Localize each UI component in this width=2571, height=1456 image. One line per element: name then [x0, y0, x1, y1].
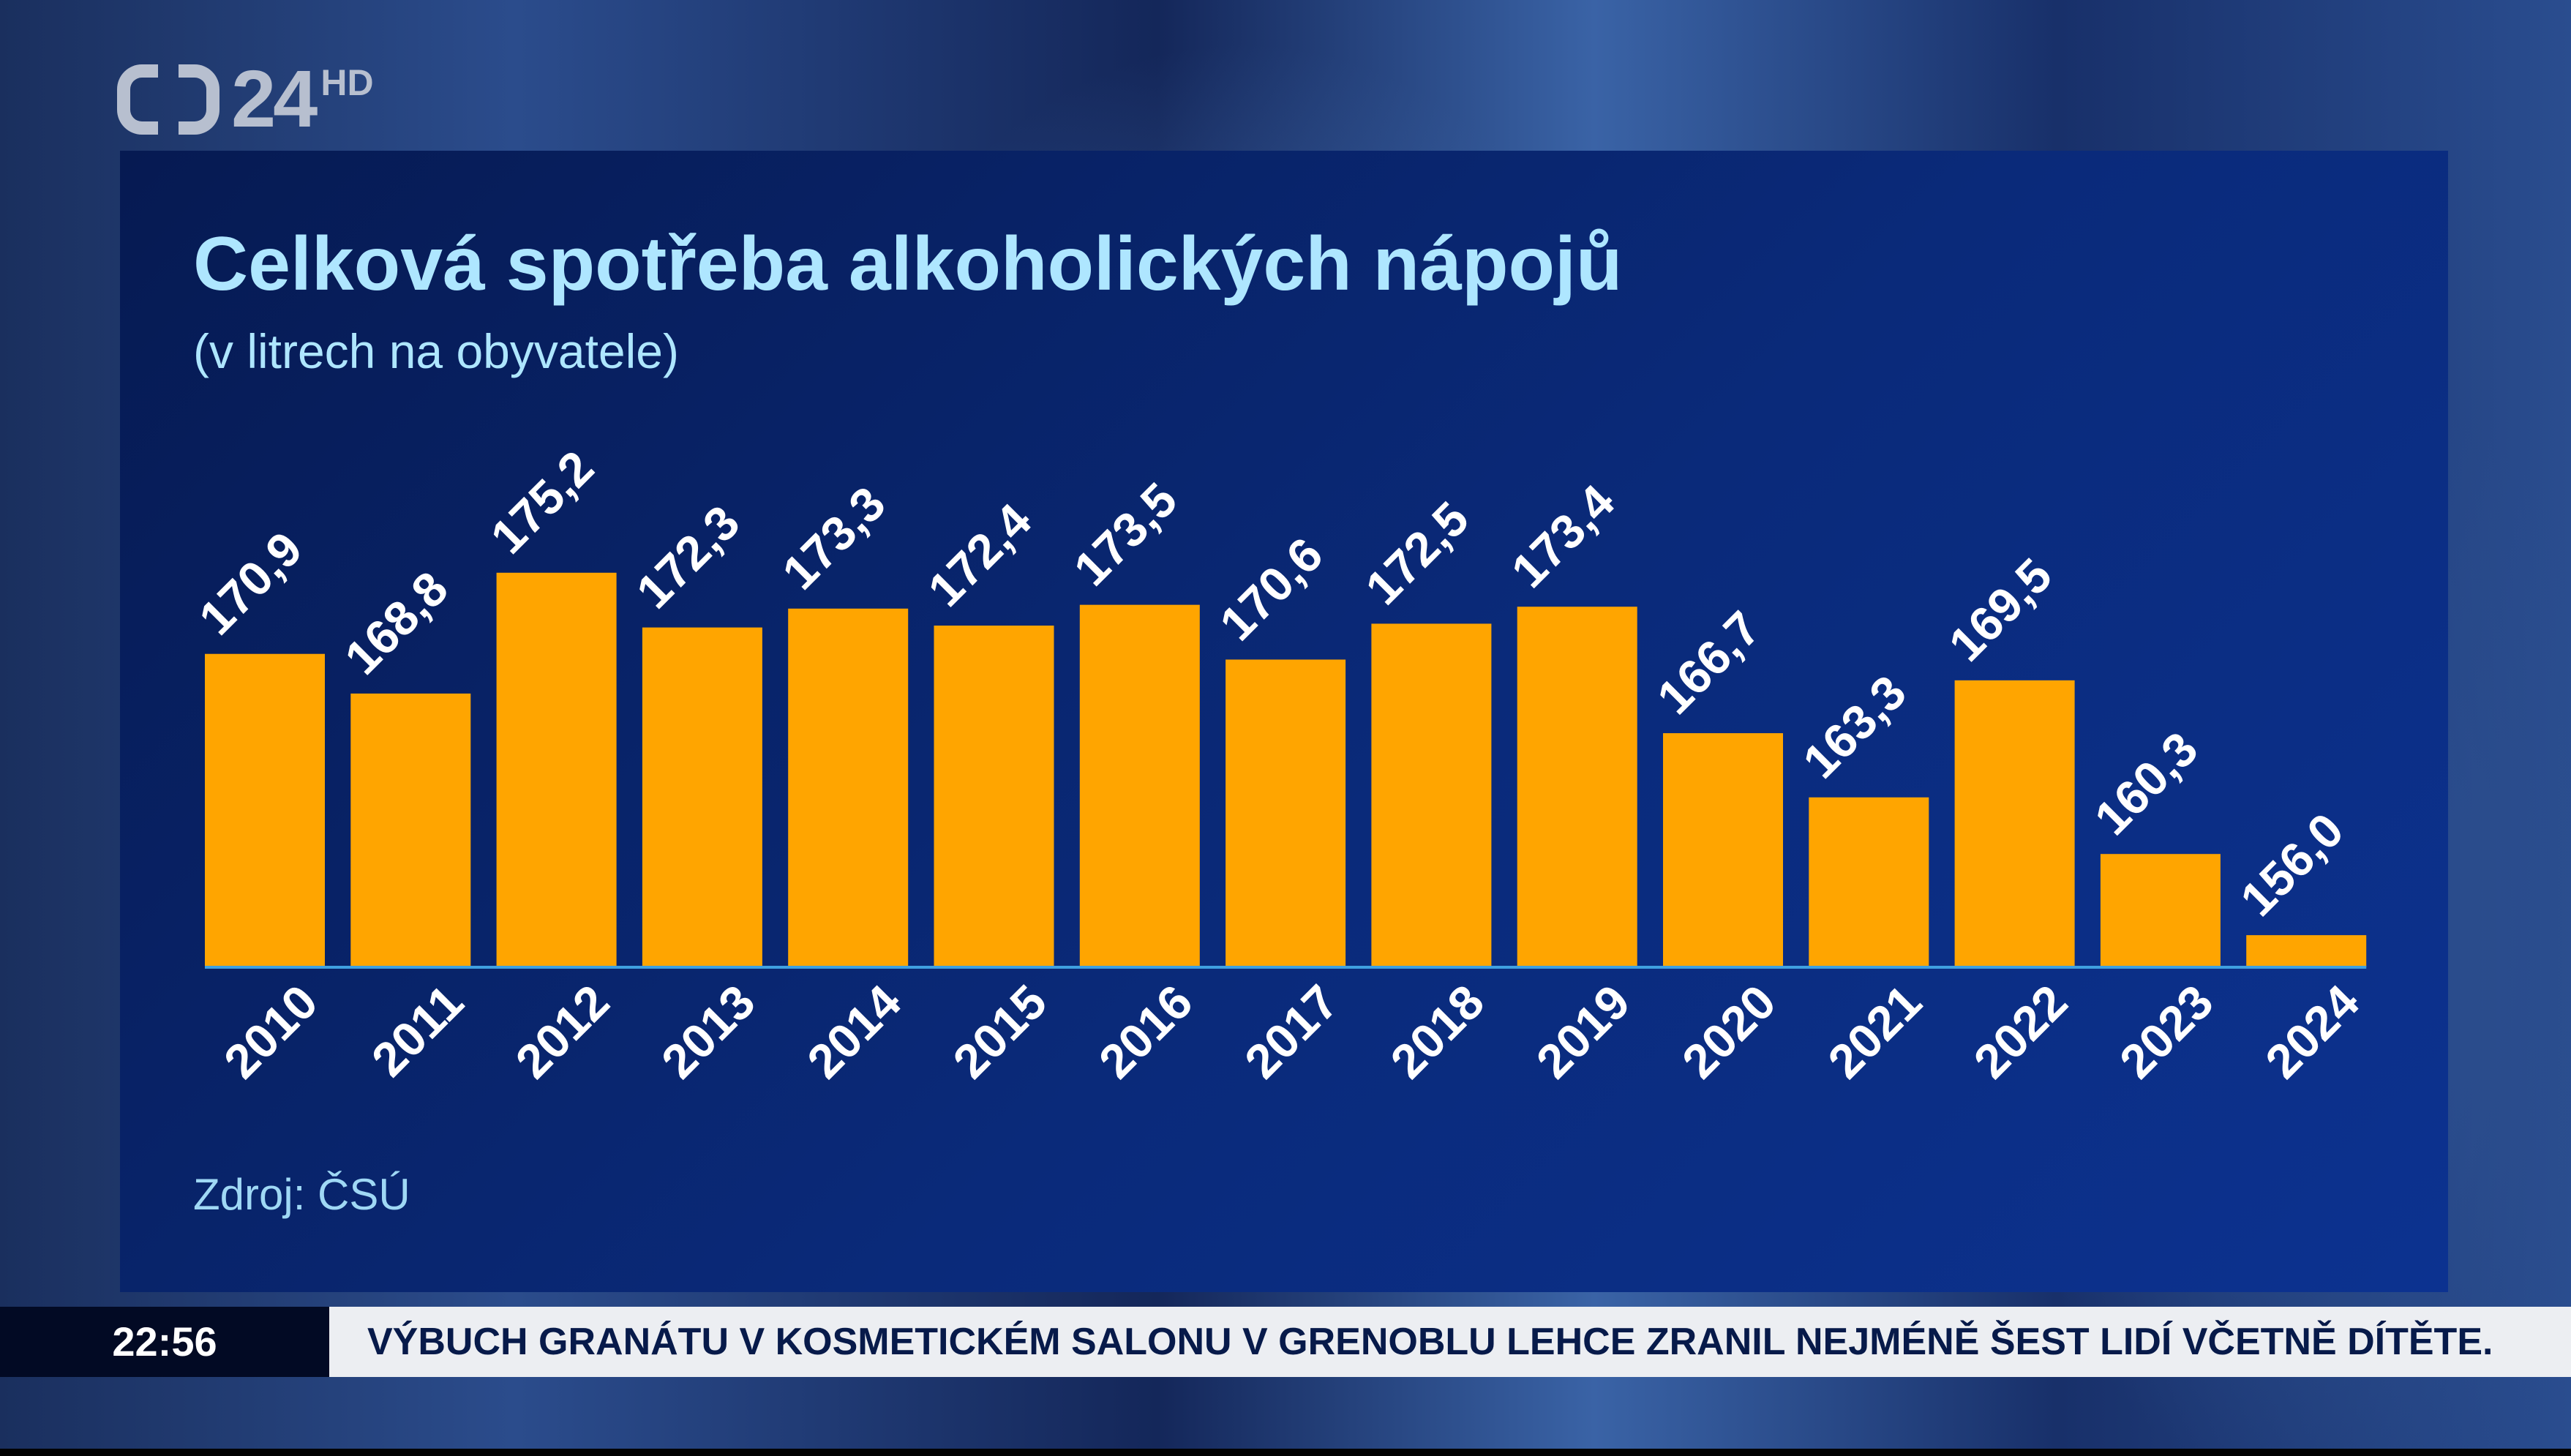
value-label: 173,4 [1501, 474, 1624, 598]
bar [1809, 797, 1929, 967]
bar [496, 572, 617, 967]
bar [2246, 935, 2367, 967]
bar-chart: 170,9 2010 168,8 2011 175,2 2012 172,3 2013 173,… [189, 440, 2370, 1089]
bar [350, 693, 471, 967]
bar [642, 627, 762, 967]
x-tick-label: 2015 [942, 975, 1056, 1089]
bar [1663, 733, 1783, 967]
value-label: 173,3 [772, 476, 896, 600]
value-label: 166,7 [1647, 601, 1771, 724]
channel-logo: 24 HD [117, 54, 374, 144]
value-label: 172,3 [626, 495, 749, 618]
value-label: 160,3 [2084, 721, 2207, 845]
x-tick-label: 2024 [2255, 974, 2369, 1088]
value-label: 172,4 [917, 493, 1041, 617]
bar [1954, 680, 2075, 967]
bar [1371, 623, 1492, 967]
value-label: 175,2 [480, 440, 604, 564]
value-label: 170,6 [1209, 527, 1333, 650]
x-tick-label: 2010 [214, 975, 328, 1089]
chart-subtitle: (v litrech na obyvatele) [193, 324, 679, 378]
logo-hd: HD [320, 62, 374, 103]
value-label: 169,5 [1938, 548, 2062, 672]
x-tick-label: 2013 [651, 975, 765, 1089]
chart-panel: Celková spotřeba alkoholických nápojů (v… [120, 151, 2448, 1292]
ct-logo-icon [117, 64, 219, 135]
source-note: Zdroj: ČSÚ [193, 1170, 410, 1219]
news-ticker: 22:56 VÝBUCH GRANÁTU V KOSMETICKÉM SALON… [0, 1307, 2571, 1377]
x-tick-label: 2020 [1672, 975, 1786, 1089]
logo-number: 24 [231, 54, 318, 144]
value-label: 168,8 [334, 561, 458, 685]
bar [1226, 659, 1346, 967]
value-label: 170,9 [189, 521, 312, 645]
x-tick-label: 2018 [1380, 975, 1494, 1089]
bar [2100, 854, 2221, 967]
x-tick-label: 2016 [1089, 975, 1203, 1089]
value-label: 173,5 [1063, 472, 1187, 596]
value-label: 156,0 [2230, 803, 2354, 926]
x-tick-label: 2011 [361, 975, 474, 1087]
bar [205, 653, 325, 967]
chart-title: Celková spotřeba alkoholických nápojů [193, 222, 1623, 307]
x-tick-label: 2017 [1234, 975, 1348, 1089]
bar [1079, 604, 1200, 967]
x-tick-label: 2019 [1525, 975, 1640, 1089]
bar [934, 626, 1054, 967]
bar [788, 608, 909, 967]
x-tick-label: 2021 [1817, 975, 1932, 1089]
bar [1517, 607, 1637, 967]
x-tick-label: 2022 [1963, 975, 2077, 1089]
bottom-bar [0, 1449, 2571, 1456]
value-label: 163,3 [1793, 665, 1916, 789]
ticker-headline: VÝBUCH GRANÁTU V KOSMETICKÉM SALONU V GR… [329, 1307, 2571, 1377]
x-tick-label: 2014 [797, 974, 911, 1088]
ticker-time: 22:56 [0, 1307, 329, 1377]
value-label: 172,5 [1355, 491, 1479, 615]
x-tick-label: 2023 [2109, 975, 2223, 1089]
x-tick-label: 2012 [505, 975, 619, 1089]
